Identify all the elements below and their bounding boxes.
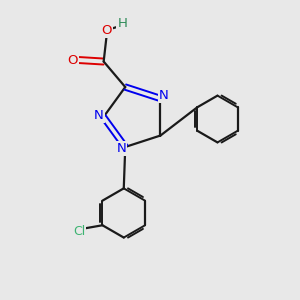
Text: N: N: [94, 109, 104, 122]
Text: O: O: [67, 53, 78, 67]
Text: Cl: Cl: [73, 225, 86, 238]
Text: N: N: [159, 89, 169, 102]
Text: H: H: [117, 16, 127, 30]
Text: N: N: [117, 142, 127, 155]
Text: O: O: [101, 24, 112, 37]
